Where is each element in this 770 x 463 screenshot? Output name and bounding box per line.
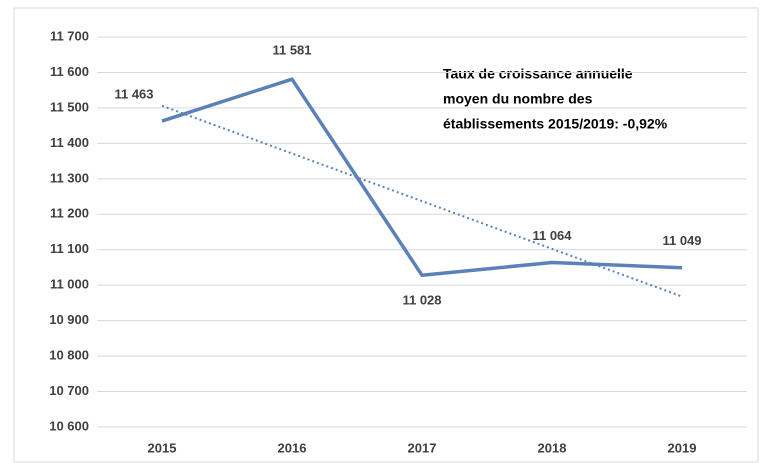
chart-frame [13,7,759,463]
x-tick-label: 2016 [278,440,307,455]
trend-line [161,104,683,298]
data-label: 11 028 [402,293,441,308]
y-tick-label: 11 300 [50,170,89,185]
data-line [161,77,683,278]
data-label: 11 064 [532,228,572,243]
annotation: Taux de croissance annuelle [443,66,633,82]
annotation: établissements 2015/2019: -0,92% [443,116,668,132]
y-tick-label: 11 400 [50,135,89,150]
y-tick-label: 11 500 [50,99,89,114]
data-label: 11 049 [662,233,701,248]
data-label: 11 581 [272,43,311,58]
y-tick-label: 10 800 [49,348,89,363]
x-tick-label: 2019 [668,440,697,455]
y-tick-label: 11 200 [50,206,89,221]
y-tick-label: 11 000 [50,277,89,292]
x-tick-label: 2018 [538,440,567,455]
y-tick-label: 11 700 [50,28,89,43]
y-tick-label: 10 900 [49,312,89,327]
annotation: moyen du nombre des [443,91,593,107]
y-tick-label: 11 100 [50,241,89,256]
y-tick-label: 10 600 [49,418,89,433]
y-tick-label: 11 600 [50,64,89,79]
y-tick-label: 10 700 [49,383,89,398]
x-tick-label: 2017 [408,440,437,455]
x-tick-label: 2015 [148,440,177,455]
data-label: 11 463 [114,86,153,101]
